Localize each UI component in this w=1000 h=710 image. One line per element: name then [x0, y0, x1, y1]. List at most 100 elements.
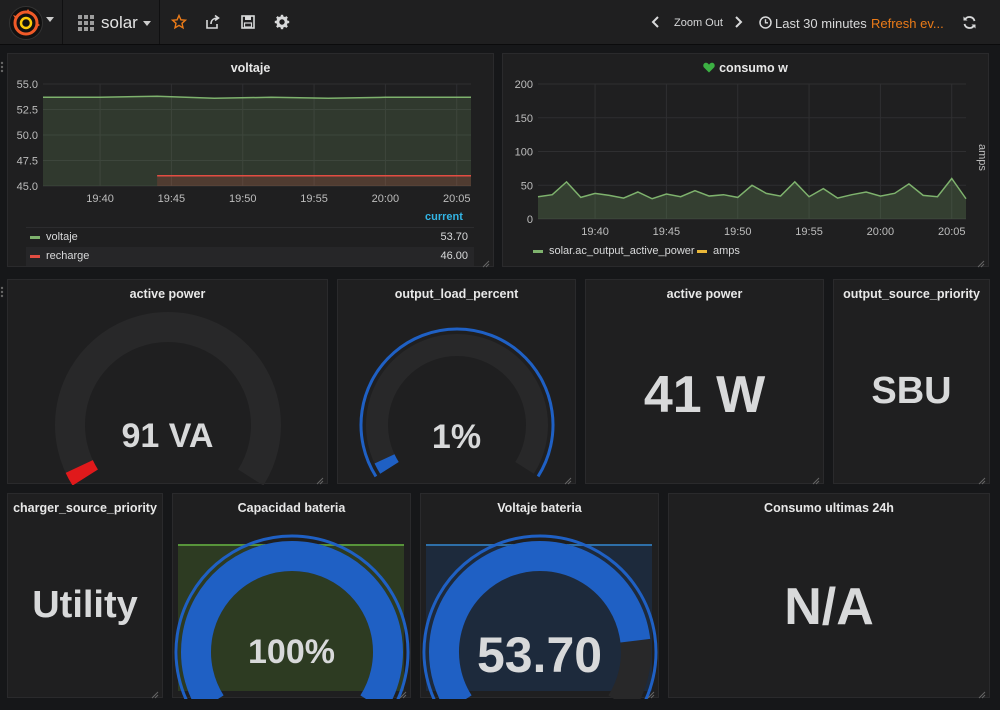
x-tick-label: 20:00: [372, 193, 400, 205]
y-tick-label: 50.0: [17, 130, 38, 142]
time-range-picker[interactable]: Last 30 minutes: [775, 16, 867, 31]
x-tick-label: 20:00: [867, 226, 895, 238]
voltaje-graph-panel: voltaje 45.0 47.5 50.0 52.5 55.0 19:40 19:45 19…: [7, 53, 494, 268]
stat-value: N/A: [784, 578, 874, 636]
x-tick-label: 19:50: [724, 226, 752, 238]
x-tick-label: 19:40: [86, 193, 114, 205]
gauge-capacidad-bateria: [174, 534, 410, 699]
resize-handle-icon[interactable]: [151, 686, 159, 699]
capacidad-bateria-panel: Capacidad bateria 100%: [172, 493, 411, 699]
stat-value: 100%: [248, 633, 335, 671]
legend-series-name: solar.ac_output_active_power: [549, 245, 695, 257]
consumo-graph-panel: consumo w 0 50 100 150 200 19:40 19:45 19:50 19:…: [502, 53, 989, 268]
row-drag-handle[interactable]: [0, 285, 4, 298]
dashboard-grid-icon: [78, 15, 94, 31]
refresh-interval-picker[interactable]: Refresh ev...: [871, 16, 944, 31]
gauge-fill: [374, 454, 399, 474]
right-axis-label: amps: [976, 144, 988, 171]
panel-title[interactable]: charger_source_priority: [13, 501, 157, 515]
y-tick-label: 150: [515, 113, 533, 125]
consumo-24h-panel: Consumo ultimas 24h N/A: [668, 493, 990, 699]
chevron-left-icon[interactable]: [650, 15, 662, 29]
gauge-fill: [181, 541, 403, 699]
gauge-threshold-ring: [174, 534, 410, 699]
legend-row-recharge[interactable]: recharge 46.00: [26, 247, 474, 266]
grafana-logo-icon: [9, 6, 43, 40]
gauge-threshold-ring: [422, 534, 658, 699]
star-icon[interactable]: [170, 13, 188, 30]
y-tick-label: 52.5: [17, 105, 38, 117]
grafana-menu-button[interactable]: [0, 0, 63, 44]
resize-handle-icon[interactable]: [482, 255, 490, 268]
panel-title[interactable]: Consumo ultimas 24h: [764, 501, 894, 515]
legend: solar.ac_output_active_power amps: [533, 245, 973, 261]
output-load-percent-panel: output_load_percent 1%: [337, 279, 576, 485]
resize-handle-icon[interactable]: [812, 472, 820, 485]
panel-title[interactable]: Capacidad bateria: [237, 501, 346, 515]
caret-down-icon: [46, 17, 54, 22]
y-tick-label: 47.5: [17, 156, 38, 168]
row-drag-handle[interactable]: [0, 60, 4, 73]
resize-handle-icon[interactable]: [647, 686, 655, 699]
output-source-priority-panel: output_source_priority SBU: [833, 279, 990, 485]
gear-icon[interactable]: [274, 14, 290, 30]
panel-title[interactable]: output_source_priority: [843, 287, 980, 301]
legend-swatch: [30, 235, 40, 239]
legend-item[interactable]: solar.ac_output_active_power: [533, 245, 695, 257]
voltaje-bateria-panel: Voltaje bateria 53.70: [420, 493, 659, 699]
stat-value: SBU: [871, 370, 952, 412]
y-tick-label: 100: [515, 147, 533, 159]
top-navbar: solar Zoom Out Last 30 minutes Refresh e…: [0, 0, 1000, 45]
y-tick-label: 200: [515, 79, 533, 91]
share-icon[interactable]: [205, 14, 221, 30]
active-power-w-panel: active power 41 W: [585, 279, 824, 485]
series-area-voltaje: [43, 96, 471, 186]
save-icon[interactable]: [240, 14, 256, 30]
x-tick-label: 19:45: [158, 193, 186, 205]
series-line-voltaje: [43, 95, 471, 100]
caret-down-icon: [143, 21, 151, 26]
chevron-right-icon[interactable]: [732, 15, 744, 29]
resize-handle-icon[interactable]: [978, 686, 986, 699]
legend-row-voltaje[interactable]: voltaje 53.70: [26, 228, 474, 247]
stat-value: 1%: [431, 418, 482, 456]
gauge-active-power: [55, 312, 281, 485]
stat-value: Utility: [32, 584, 138, 626]
resize-handle-icon[interactable]: [564, 472, 572, 485]
resize-handle-icon[interactable]: [316, 472, 324, 485]
charger-source-priority-panel: charger_source_priority Utility: [7, 493, 163, 699]
x-tick-label: 19:45: [653, 226, 681, 238]
dashboard-title: solar: [101, 13, 138, 32]
gauge-voltaje-bateria: [422, 534, 658, 699]
series-area-solar-ac-output-active-power: [538, 178, 966, 219]
legend-series-name: recharge: [46, 250, 90, 262]
panel-title[interactable]: voltaje: [230, 61, 271, 75]
panel-title[interactable]: output_load_percent: [394, 287, 519, 301]
x-tick-label: 20:05: [443, 193, 471, 205]
zoom-out-button[interactable]: Zoom Out: [674, 17, 723, 29]
panel-title[interactable]: active power: [129, 287, 206, 301]
gauge-threshold-ring: [359, 327, 555, 478]
dashboard-picker[interactable]: solar: [63, 0, 160, 44]
refresh-icon[interactable]: [962, 15, 977, 30]
resize-handle-icon[interactable]: [977, 255, 985, 268]
gauge-output-load: [359, 327, 555, 478]
legend-item[interactable]: amps: [697, 245, 740, 257]
stat-value: 53.70: [476, 627, 603, 683]
series-line-solar-ac-output-active-power: [537, 177, 967, 200]
y-tick-label: 45.0: [17, 181, 38, 193]
gauge-track: [55, 312, 281, 485]
legend-header-current: current: [425, 211, 463, 223]
y-tick-label: 0: [527, 214, 533, 226]
panel-title[interactable]: consumo w: [503, 61, 988, 75]
resize-handle-icon[interactable]: [399, 686, 407, 699]
legend-series-value: 53.70: [440, 231, 468, 243]
panel-title[interactable]: active power: [666, 287, 743, 301]
panel-title[interactable]: Voltaje bateria: [497, 501, 582, 515]
resize-handle-icon[interactable]: [978, 472, 986, 485]
panel-title-text: consumo w: [719, 61, 788, 75]
gauge-fill: [65, 459, 99, 485]
stat-value: 41 W: [643, 366, 766, 424]
x-tick-label: 19:50: [229, 193, 257, 205]
x-tick-label: 20:05: [938, 226, 966, 238]
